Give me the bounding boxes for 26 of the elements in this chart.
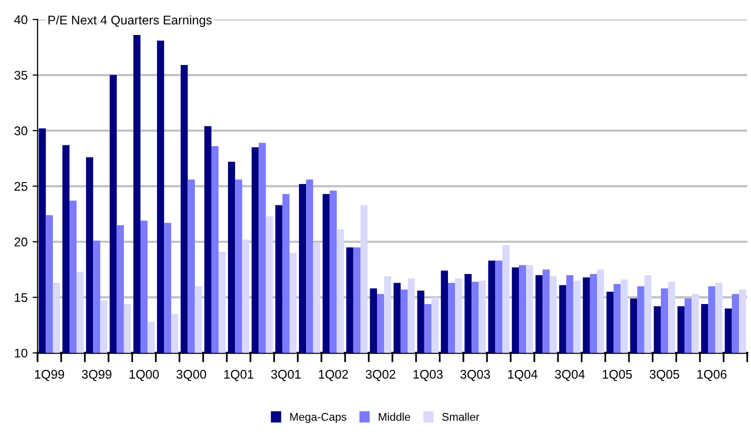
y-tick-label: 40 <box>14 15 28 24</box>
x-tick-label: 1Q02 <box>318 370 348 381</box>
legend-label: Mega-Caps <box>290 412 346 423</box>
x-tick-label: 3Q03 <box>460 370 490 381</box>
x-tick-label: 3Q01 <box>271 370 301 381</box>
chart-title: P/E Next 4 Quarters Earnings <box>48 15 212 27</box>
y-tick-label: 10 <box>14 348 28 358</box>
legend-label: Middle <box>378 412 410 421</box>
x-tick-label: 1Q00 <box>130 370 159 381</box>
y-tick-label: 20 <box>14 238 28 246</box>
x-tick-label: 3Q02 <box>366 370 396 381</box>
x-tick-label: 3Q04 <box>555 370 585 381</box>
y-tick-label: 35 <box>14 70 28 80</box>
x-tick-label: 3Q99 <box>82 370 112 381</box>
x-tick-label: 1Q05 <box>602 370 632 381</box>
legend-label: Smaller <box>442 412 480 421</box>
x-tick-label: 1Q99 <box>35 370 64 381</box>
y-tick-label: 25 <box>14 182 28 191</box>
x-tick-label: 3Q00 <box>176 370 206 381</box>
x-tick-label: 1Q04 <box>508 370 538 381</box>
x-tick-label: 3Q05 <box>650 370 680 381</box>
x-tick-label: 1Q06 <box>697 370 726 381</box>
y-tick-label: 30 <box>14 126 28 136</box>
x-tick-label: 1Q03 <box>414 370 443 381</box>
y-tick-label: 15 <box>14 293 28 302</box>
x-tick-label: 1Q01 <box>224 370 254 381</box>
